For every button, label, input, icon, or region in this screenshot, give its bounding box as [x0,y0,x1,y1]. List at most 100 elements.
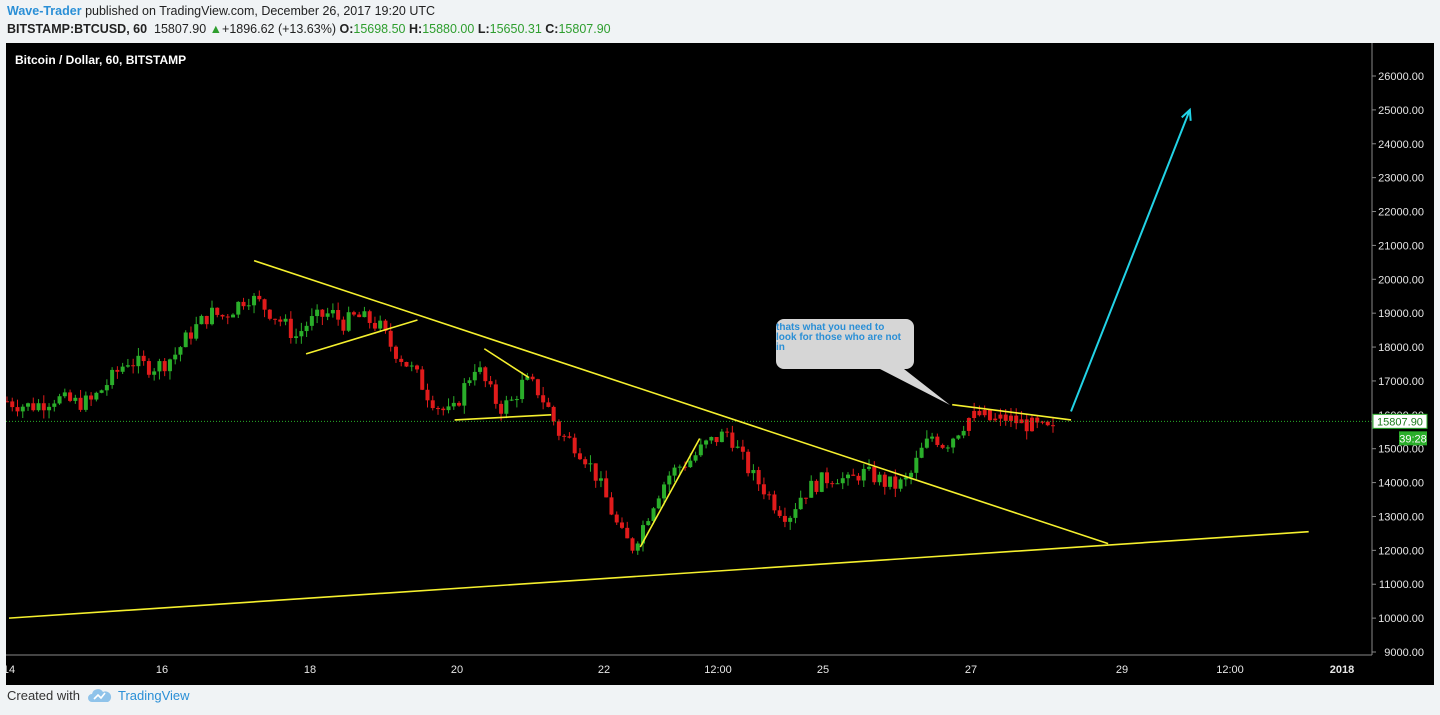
candle-body [209,307,214,325]
projection-arrow[interactable] [1070,109,1191,412]
trendline[interactable] [8,530,1309,619]
candle-body [309,316,314,326]
candle-body [562,435,567,437]
candle-body [20,406,25,412]
candle-body [693,455,698,461]
candle-body [131,365,136,367]
time-tick-label: 27 [965,664,977,676]
candle-body [157,361,162,372]
candle-body [62,392,67,397]
candle-body [178,347,183,355]
candle-body [110,369,115,386]
price-tick-label: 15000.00 [1378,444,1424,456]
candle-body [577,453,582,460]
high-label: H: [409,22,423,36]
candle-body [36,403,41,411]
candle-body [909,472,914,478]
trendline[interactable] [952,403,1072,421]
arrow-head-icon [1181,107,1192,121]
candle-body [814,480,819,492]
change-value: +1896.62 (+13.63%) [222,22,336,36]
candle-body [1029,417,1034,432]
trendline[interactable] [253,259,1109,545]
candle-body [1019,419,1024,424]
candle-body [273,318,278,320]
candle-body [761,484,766,495]
candle-body [446,406,451,411]
annotation-text: thats what you need to look for those wh… [776,323,902,353]
candle-body [977,410,982,416]
candle-body [483,367,488,382]
chart-panel[interactable]: 26000.00 25000.00 24000.00 23000.00 22000.00… [3,43,1434,685]
candle-body [961,430,966,436]
candle-body [509,399,514,401]
candle-body [173,354,178,360]
candle-body [183,332,188,348]
candle-body [283,318,288,322]
candle-body [604,478,609,498]
candle-body [630,538,635,551]
candle-body [1024,419,1029,432]
candle-body [903,477,908,480]
candle-body [194,324,199,339]
candle-body [467,380,472,384]
candle-body [478,367,483,372]
candle-body [846,474,851,479]
candle-body [357,314,362,318]
trendline[interactable] [454,414,552,421]
close-value: 15807.90 [558,22,611,36]
time-axis[interactable]: 14 16 18 20 22 12:00 25 27 29 12:00 2018 [3,664,1354,676]
price-tick-label: 13000.00 [1378,511,1424,523]
low-value: 15650.31 [489,22,542,36]
time-tick-label: 18 [304,664,316,676]
candle-body [525,376,530,380]
trendline[interactable] [639,438,701,548]
candle-body [325,313,330,317]
candle-body [52,403,57,407]
candle-body [583,459,588,465]
candle-body [351,312,356,315]
candle-body [809,480,814,498]
high-value: 15880.00 [422,22,475,36]
candle-body [651,508,656,522]
annotation-callout[interactable]: thats what you need to look for those wh… [776,319,950,405]
price-chart[interactable]: 26000.00 25000.00 24000.00 23000.00 22000.00… [3,43,1434,685]
candle-body [26,403,31,407]
candle-body [572,437,577,454]
last-price-badge [1372,413,1428,429]
price-tick-label: 9000.00 [1384,647,1424,659]
candle-body [199,315,204,325]
created-with-text: Created with [7,688,80,703]
candle-body [420,369,425,390]
author-link[interactable]: Wave-Trader [7,4,82,18]
candle-body [945,447,950,449]
candle-body [719,431,724,443]
price-tick-label: 21000.00 [1378,240,1424,252]
candle-body [120,366,125,372]
candle-body [78,397,83,410]
candle-body [756,470,761,485]
price-tick-label: 19000.00 [1378,308,1424,320]
candle-body [231,314,236,318]
candle-body [414,365,419,370]
candle-body [535,379,540,396]
tradingview-cloud-icon [87,688,112,702]
time-tick-label: 12:00 [1216,664,1244,676]
tradingview-link[interactable]: TradingView [117,688,190,703]
candle-body [167,359,172,372]
candle-body [930,436,935,439]
candle-body [888,476,893,487]
candle-body [404,361,409,367]
candle-body [777,510,782,516]
candle-body [257,295,262,300]
candle-body [793,509,798,518]
candle-body [409,365,414,367]
trendline[interactable] [305,319,418,355]
candle-body [488,381,493,385]
candle-body [1045,421,1050,426]
price-tick-label: 23000.00 [1378,173,1424,185]
candle-body [698,444,703,456]
candle-body [31,403,36,411]
trendline[interactable] [483,348,530,379]
candle-body [788,517,793,522]
